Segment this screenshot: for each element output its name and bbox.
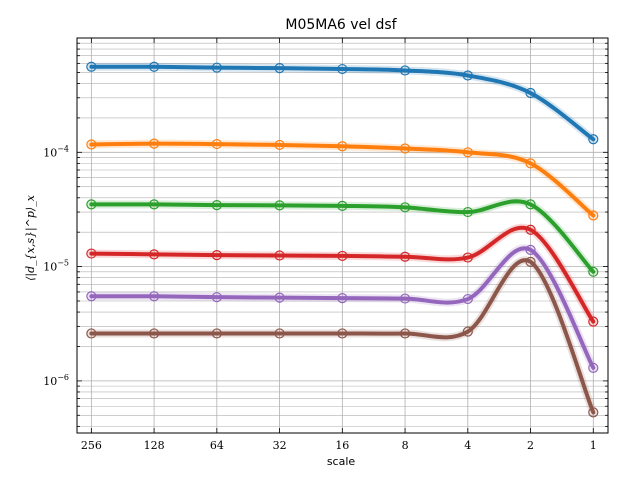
y-axis-label: ⟨|d_{x,s}|^p⟩_x: [24, 194, 38, 281]
series-6: [86, 256, 599, 418]
data-point-marker: [399, 251, 411, 262]
series-5: [86, 244, 599, 373]
data-point-marker: [462, 206, 473, 218]
data-point-marker: [588, 362, 599, 373]
data-point-marker: [148, 138, 160, 149]
data-point-marker: [211, 200, 222, 211]
data-point-marker: [274, 292, 285, 303]
y-tick-label: 10−4: [43, 144, 69, 159]
x-tick-label: 256: [81, 439, 102, 452]
series-3: [86, 197, 599, 277]
data-point-marker: [337, 328, 348, 339]
data-point-marker: [525, 87, 536, 99]
x-tick-label: 64: [210, 439, 224, 452]
x-tick-label: 16: [335, 439, 349, 452]
data-point-marker: [148, 61, 160, 72]
data-point-marker: [337, 293, 348, 304]
data-point-marker: [462, 147, 473, 158]
data-point-marker: [337, 250, 348, 262]
data-point-marker: [148, 249, 160, 260]
data-point-marker: [274, 63, 285, 74]
data-point-marker: [399, 65, 411, 76]
data-point-marker: [86, 61, 97, 72]
data-point-marker: [274, 250, 285, 261]
data-point-marker: [399, 143, 411, 154]
data-point-marker: [525, 244, 536, 255]
data-point-marker: [399, 202, 411, 213]
x-tick-label: 4: [464, 439, 471, 452]
data-point-marker: [86, 248, 97, 259]
data-point-marker: [525, 256, 536, 267]
data-point-marker: [588, 407, 599, 418]
data-point-marker: [86, 328, 97, 339]
data-point-marker: [588, 134, 599, 145]
x-tick-label: 2: [527, 439, 534, 452]
x-tick-label: 32: [273, 439, 287, 452]
data-point-marker: [525, 199, 536, 210]
data-point-marker: [211, 292, 222, 303]
data-point-marker: [86, 199, 97, 210]
y-tick-label: 10−5: [43, 259, 69, 274]
data-point-marker: [211, 328, 222, 339]
grid-lines: [77, 37, 608, 433]
series-2: [86, 138, 599, 221]
series-layer: [86, 61, 599, 418]
data-point-marker: [462, 326, 473, 337]
data-point-marker: [462, 252, 473, 263]
series-4: [86, 223, 599, 327]
tick-layer: 256 128 64 32 16 8 4 2 1 10−6 10−5 10−4: [43, 37, 608, 452]
data-point-marker: [525, 158, 536, 169]
data-point-marker: [462, 293, 473, 305]
data-point-marker: [86, 139, 97, 150]
data-point-marker: [148, 328, 160, 339]
data-point-marker: [274, 139, 285, 151]
x-tick-label: 1: [590, 439, 597, 452]
data-point-marker: [274, 328, 285, 339]
data-point-marker: [462, 70, 473, 81]
series-line: [89, 258, 596, 415]
x-tick-label: 128: [144, 439, 165, 452]
x-axis-label: scale: [327, 455, 356, 468]
data-point-marker: [588, 316, 599, 327]
data-point-marker: [588, 266, 599, 277]
data-point-marker: [588, 210, 599, 221]
data-point-marker: [399, 328, 411, 339]
data-point-marker: [337, 63, 348, 75]
data-point-marker: [274, 200, 285, 211]
series-1: [86, 61, 599, 145]
data-point-marker: [211, 62, 222, 73]
data-point-marker: [399, 293, 411, 304]
series-line: [89, 64, 596, 142]
chart-title: M05MA6 vel dsf: [285, 17, 397, 33]
data-point-marker: [86, 291, 97, 302]
data-point-marker: [148, 291, 160, 302]
series-line: [89, 246, 596, 370]
data-point-marker: [337, 200, 348, 211]
y-tick-label: 10−6: [43, 373, 69, 388]
x-tick-label: 8: [402, 439, 409, 452]
data-point-marker: [211, 138, 222, 150]
data-point-marker: [337, 141, 348, 152]
data-point-marker: [211, 250, 222, 261]
data-point-marker: [148, 199, 160, 210]
data-point-marker: [525, 224, 536, 235]
series-line: [89, 225, 596, 324]
